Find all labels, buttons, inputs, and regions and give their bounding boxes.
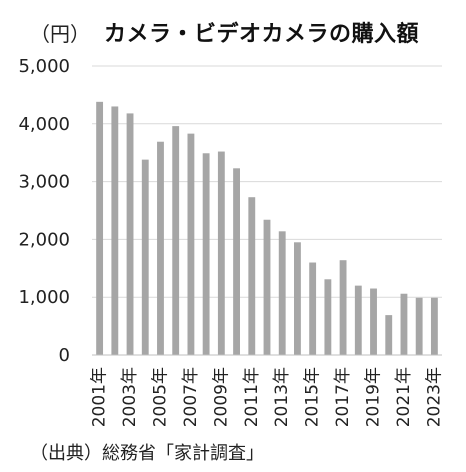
bar-2023年 xyxy=(430,297,438,355)
bar-2004年 xyxy=(141,159,149,355)
x-tick-label: 2013年 xyxy=(272,367,292,427)
x-tick-labels: 2001年 2003年 2005年 2007年 2009年 2011年 2013年 2015年… xyxy=(90,367,445,427)
bars xyxy=(96,101,438,356)
x-tick-label: 2021年 xyxy=(394,367,414,427)
bar-2005年 xyxy=(157,141,164,355)
chart-title: カメラ・ビデオカメラの購入額 xyxy=(104,22,420,47)
bar-2018年 xyxy=(354,285,362,355)
bar-2015年 xyxy=(309,262,317,355)
y-unit-label: （円） xyxy=(30,22,90,46)
y-tick-label: 2,000 xyxy=(18,229,70,250)
bar-2001年 xyxy=(96,101,104,355)
bar-2009年 xyxy=(217,151,225,355)
bar-2010年 xyxy=(233,168,240,355)
x-tick-label: 2005年 xyxy=(150,367,170,427)
x-tick-label: 2015年 xyxy=(303,367,323,427)
x-tick-label: 2023年 xyxy=(424,367,444,427)
bar-2007年 xyxy=(187,133,195,355)
y-tick-labels: 0 1,000 2,000 3,000 4,000 5,000 xyxy=(18,56,70,366)
bar-2003年 xyxy=(126,113,134,356)
x-tick-label: 2003年 xyxy=(120,367,140,427)
bar-2020年 xyxy=(385,315,393,355)
y-tick-label: 3,000 xyxy=(18,172,70,193)
bar-2014年 xyxy=(294,242,301,355)
bar-2006年 xyxy=(172,126,180,355)
bar-2002年 xyxy=(111,106,119,356)
x-tick-label: 2007年 xyxy=(181,367,201,427)
bar-2016年 xyxy=(324,279,332,355)
bar-2008年 xyxy=(202,153,210,355)
x-tick-label: 2001年 xyxy=(90,367,110,427)
bar-2019年 xyxy=(370,288,377,355)
y-tick-label: 0 xyxy=(59,345,70,366)
x-tick-label: 2011年 xyxy=(242,367,262,427)
y-tick-label: 4,000 xyxy=(18,114,70,135)
bar-2012年 xyxy=(263,219,271,355)
bar-2021年 xyxy=(400,293,408,355)
x-tick-label: 2009年 xyxy=(211,367,231,427)
x-tick-label: 2019年 xyxy=(364,367,384,427)
bar-2017年 xyxy=(339,260,347,355)
bar-2022年 xyxy=(415,297,423,355)
y-tick-label: 1,000 xyxy=(18,287,70,308)
bar-2013年 xyxy=(278,231,286,355)
y-tick-label: 5,000 xyxy=(18,56,70,77)
x-tick-label: 2017年 xyxy=(333,367,353,427)
source-note: （出典）総務省「家計調査」 xyxy=(30,443,264,464)
bar-2011年 xyxy=(248,197,256,355)
